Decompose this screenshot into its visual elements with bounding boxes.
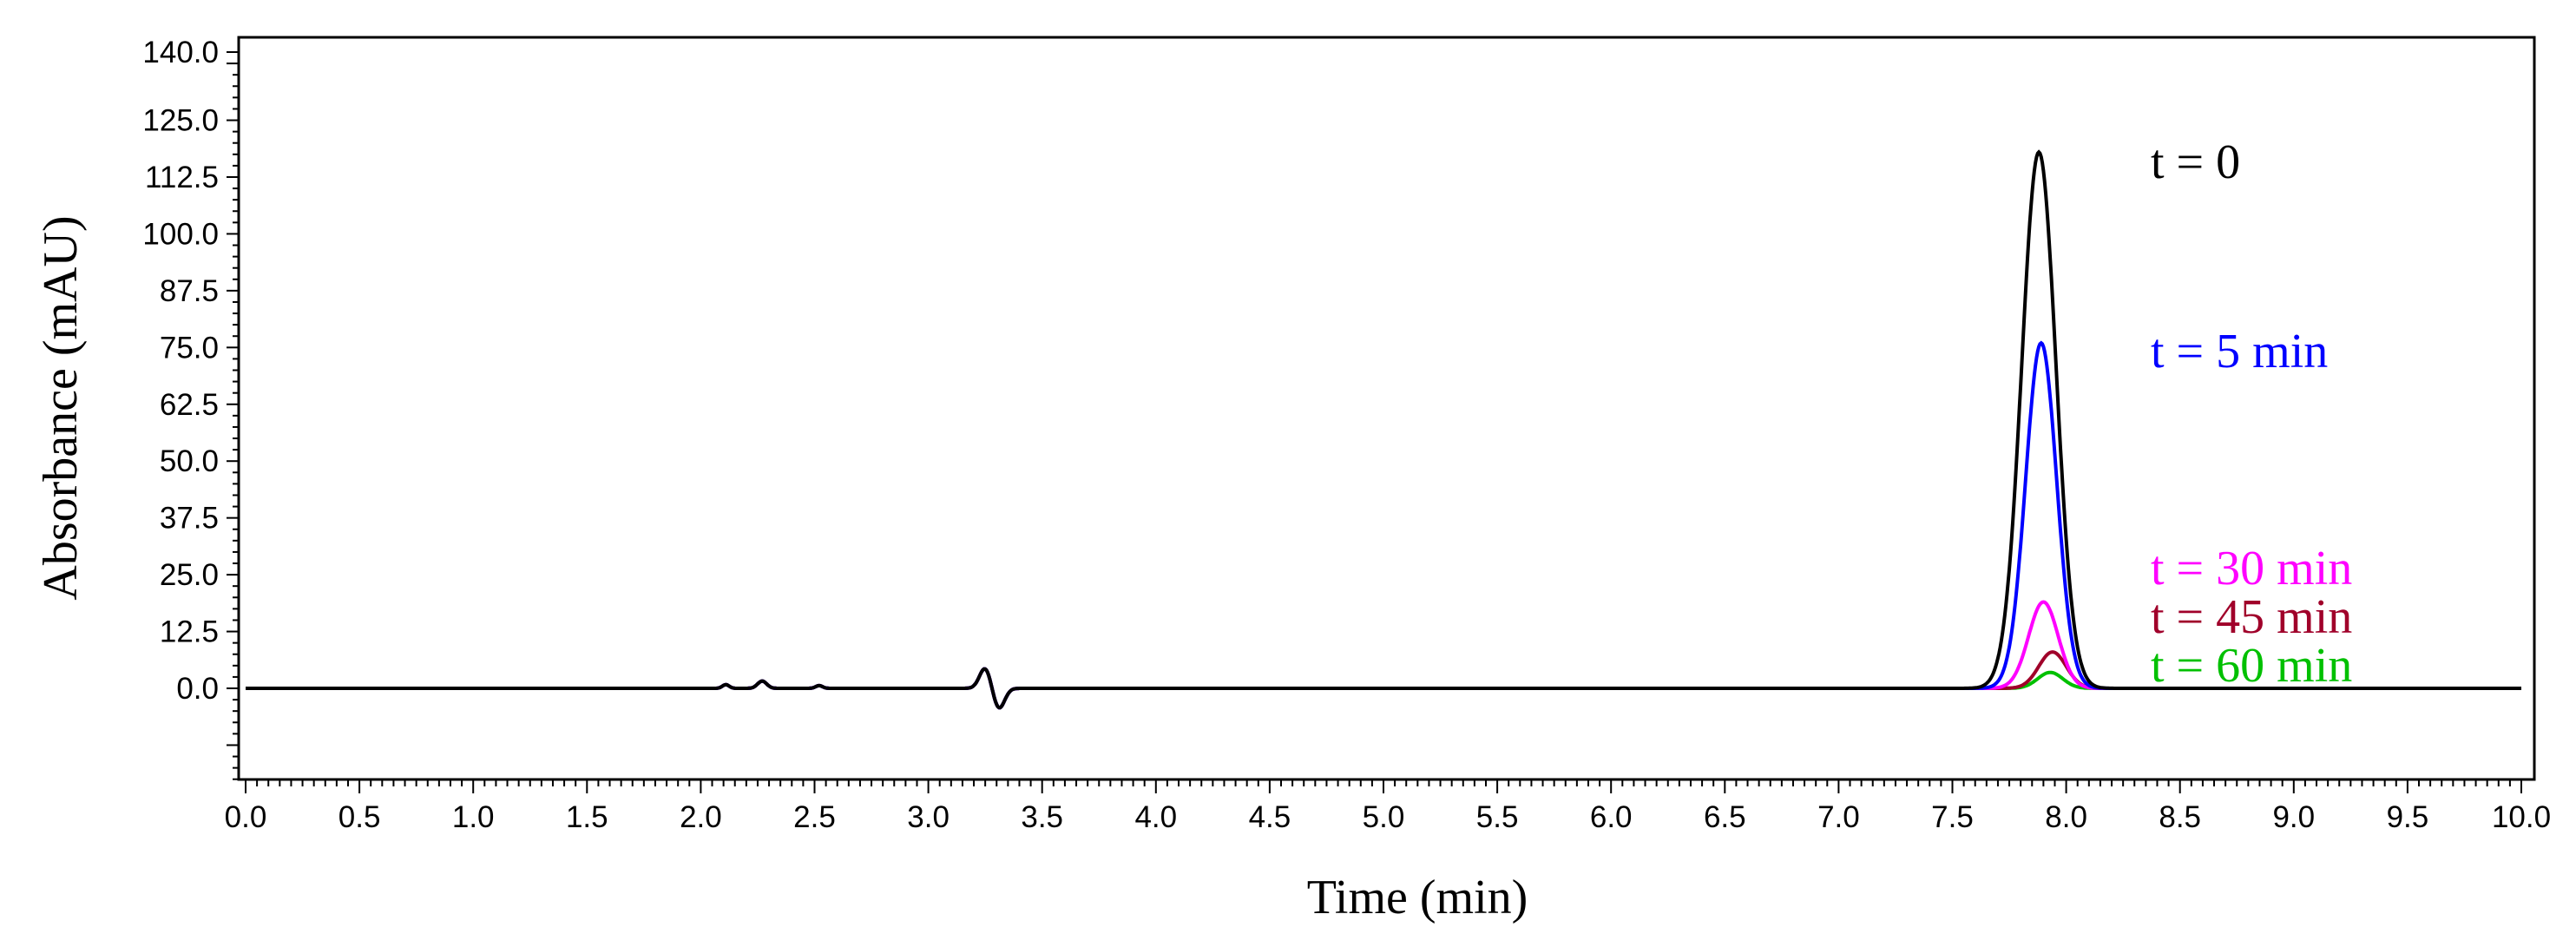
x-tick-label: 8.0 [2045, 800, 2087, 834]
annotation-t60: t = 60 min [2151, 639, 2352, 693]
x-tick-label: 6.0 [1590, 800, 1633, 834]
plot-frame [237, 36, 2536, 781]
y-tick-labels: 0.0 12.5 25.0 37.5 50.0 62.5 75.0 87.5 100.0 112.… [142, 36, 219, 706]
x-tick-label: 9.0 [2272, 800, 2315, 834]
x-tick-label: 6.5 [1704, 800, 1746, 834]
y-tick-label: 62.5 [160, 388, 219, 422]
x-minor-ticks [245, 779, 2522, 793]
y-tick-label: 125.0 [142, 104, 219, 138]
x-tick-label: 4.5 [1249, 800, 1291, 834]
x-tick-label: 1.5 [566, 800, 608, 834]
x-tick-label: 4.0 [1134, 800, 1177, 834]
x-tick-label: 7.5 [1931, 800, 1974, 834]
x-tick-label: 2.5 [793, 800, 836, 834]
series-line [246, 149, 2521, 710]
x-tick-label: 0.5 [338, 800, 381, 834]
y-tick-label: 50.0 [160, 444, 219, 478]
y-tick-label: 75.0 [160, 331, 219, 365]
x-tick-label: 5.0 [1363, 800, 1405, 834]
x-tick-label: 8.5 [2159, 800, 2201, 834]
x-tick-label: 0.0 [225, 800, 267, 834]
y-tick-label: 25.0 [160, 558, 219, 592]
x-tick-labels: 0.0 0.5 1.0 1.5 2.0 2.5 3.0 3.5 4.0 4.5 5.0 5.5 6.0 6… [225, 800, 2551, 834]
y-tick-label: 12.5 [160, 615, 219, 649]
x-tick-label: 5.5 [1476, 800, 1519, 834]
y-axis-title: Absorbance (mAU) [34, 215, 88, 600]
annotation-t30: t = 30 min [2151, 542, 2352, 595]
y-tick-label: 87.5 [160, 274, 219, 308]
x-tick-label: 3.0 [907, 800, 950, 834]
y-tick-label: 0.0 [176, 672, 219, 706]
x-tick-label: 10.0 [2492, 800, 2551, 834]
y-tick-label: 140.0 [142, 36, 219, 69]
annotation-t5: t = 5 min [2151, 325, 2328, 378]
x-tick-label: 7.0 [1817, 800, 1860, 834]
y-tick-label: 100.0 [142, 217, 219, 251]
series-lines [246, 149, 2521, 710]
x-tick-label: 9.5 [2387, 800, 2429, 834]
y-tick-label: 37.5 [160, 502, 219, 536]
y-tick-label: 112.5 [145, 161, 219, 194]
x-tick-label: 2.0 [680, 800, 722, 834]
annotation-t0: t = 0 [2151, 135, 2240, 189]
x-tick-label: 3.5 [1021, 800, 1063, 834]
x-axis-title: Time (min) [1307, 871, 1528, 924]
y-minor-ticks [227, 51, 239, 780]
x-tick-label: 1.0 [452, 800, 495, 834]
annotation-t45: t = 45 min [2151, 590, 2352, 644]
